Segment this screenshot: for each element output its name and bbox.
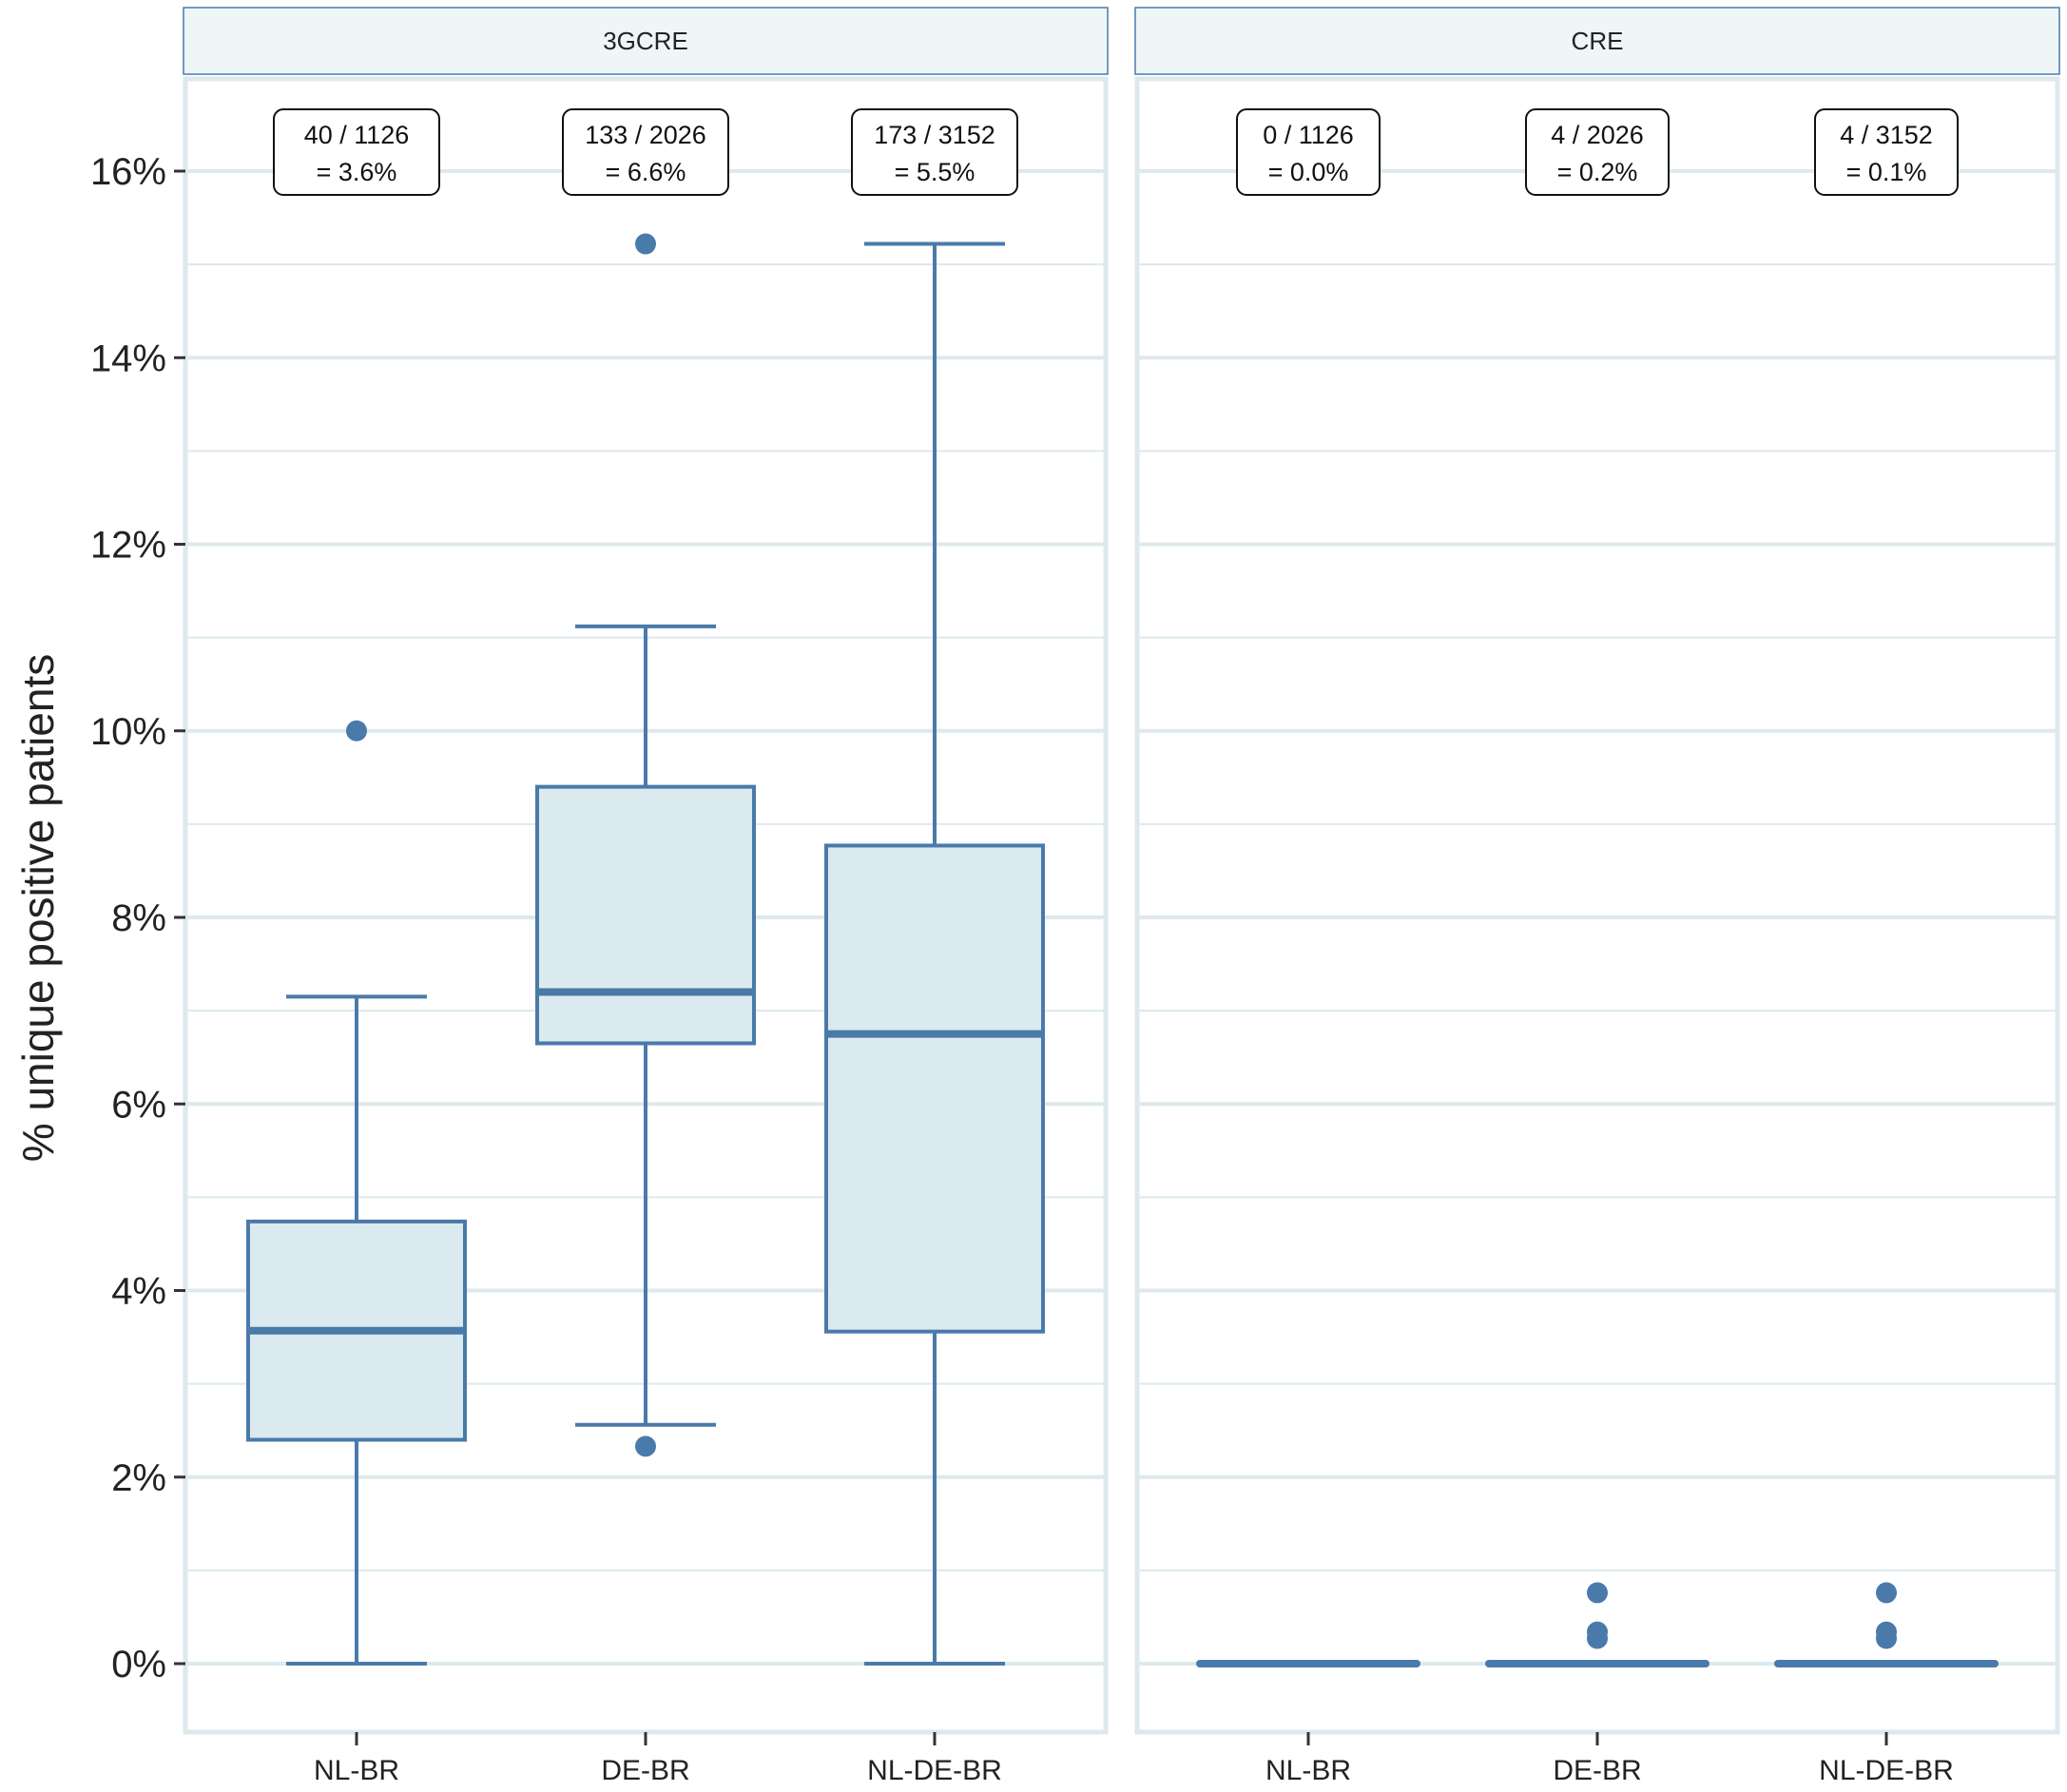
y-tick-label: 12% bbox=[90, 525, 166, 567]
count-annotation-line1: 4 / 2026 bbox=[1551, 121, 1644, 149]
outlier-point bbox=[1876, 1582, 1897, 1604]
count-annotation-line2: = 3.6% bbox=[317, 158, 397, 186]
outlier-point bbox=[635, 1436, 656, 1457]
count-annotation-line2: = 0.1% bbox=[1846, 158, 1927, 186]
outlier-point bbox=[1587, 1582, 1608, 1604]
facet-strip bbox=[183, 7, 1109, 75]
grid-layer bbox=[183, 76, 2060, 1735]
facet-strip-label: 3GCRE bbox=[603, 27, 688, 55]
y-tick-label: 8% bbox=[111, 897, 166, 939]
y-tick-label: 2% bbox=[111, 1457, 166, 1499]
count-annotation-line1: 0 / 1126 bbox=[1263, 121, 1354, 149]
y-tick-label: 14% bbox=[90, 337, 166, 379]
x-category-label: NL-BR bbox=[314, 1755, 399, 1786]
count-annotation-line1: 133 / 2026 bbox=[585, 121, 706, 149]
box-iqr bbox=[824, 843, 1045, 1334]
y-tick-label: 10% bbox=[90, 711, 166, 753]
outlier-point bbox=[635, 233, 656, 255]
x-category-label: NL-DE-BR bbox=[867, 1755, 1002, 1786]
y-tick-label: 16% bbox=[90, 151, 166, 193]
y-tick-label: 4% bbox=[111, 1271, 166, 1313]
text-layer: 3GCRE 0% 2% 4% 6% 8% 10% 12% 14% 16% NL-BR 40 / 112… bbox=[90, 27, 1954, 1786]
outlier-point bbox=[346, 720, 367, 742]
count-annotation-box bbox=[1814, 108, 1959, 196]
count-annotation-line2: = 5.5% bbox=[895, 158, 976, 186]
count-annotation-box bbox=[851, 108, 1018, 196]
x-category-label: DE-BR bbox=[601, 1755, 689, 1786]
count-annotation-box bbox=[273, 108, 440, 196]
count-annotation-line2: = 0.0% bbox=[1268, 158, 1349, 186]
count-annotation-line2: = 6.6% bbox=[606, 158, 686, 186]
y-tick-label: 6% bbox=[111, 1084, 166, 1126]
count-annotation-line2: = 0.2% bbox=[1557, 158, 1638, 186]
x-category-label: NL-DE-BR bbox=[1819, 1755, 1954, 1786]
panel-border bbox=[1134, 76, 2060, 1735]
y-axis-title: % unique positive patients bbox=[13, 654, 63, 1162]
y-tick-label: 0% bbox=[111, 1644, 166, 1686]
box-iqr bbox=[535, 784, 756, 1046]
facet-strip-label: CRE bbox=[1572, 27, 1624, 55]
count-annotation-line1: 40 / 1126 bbox=[304, 121, 410, 149]
count-annotation-box bbox=[1236, 108, 1381, 196]
count-annotation-box bbox=[1525, 108, 1670, 196]
count-annotation-line1: 173 / 3152 bbox=[874, 121, 995, 149]
x-category-label: NL-BR bbox=[1265, 1755, 1351, 1786]
outlier-point bbox=[1587, 1628, 1608, 1649]
count-annotation-line1: 4 / 3152 bbox=[1840, 121, 1933, 149]
x-category-label: DE-BR bbox=[1553, 1755, 1641, 1786]
marks-layer bbox=[174, 7, 2060, 1745]
facet-strip bbox=[1134, 7, 2060, 75]
count-annotation-box bbox=[562, 108, 729, 196]
outlier-point bbox=[1876, 1628, 1897, 1649]
